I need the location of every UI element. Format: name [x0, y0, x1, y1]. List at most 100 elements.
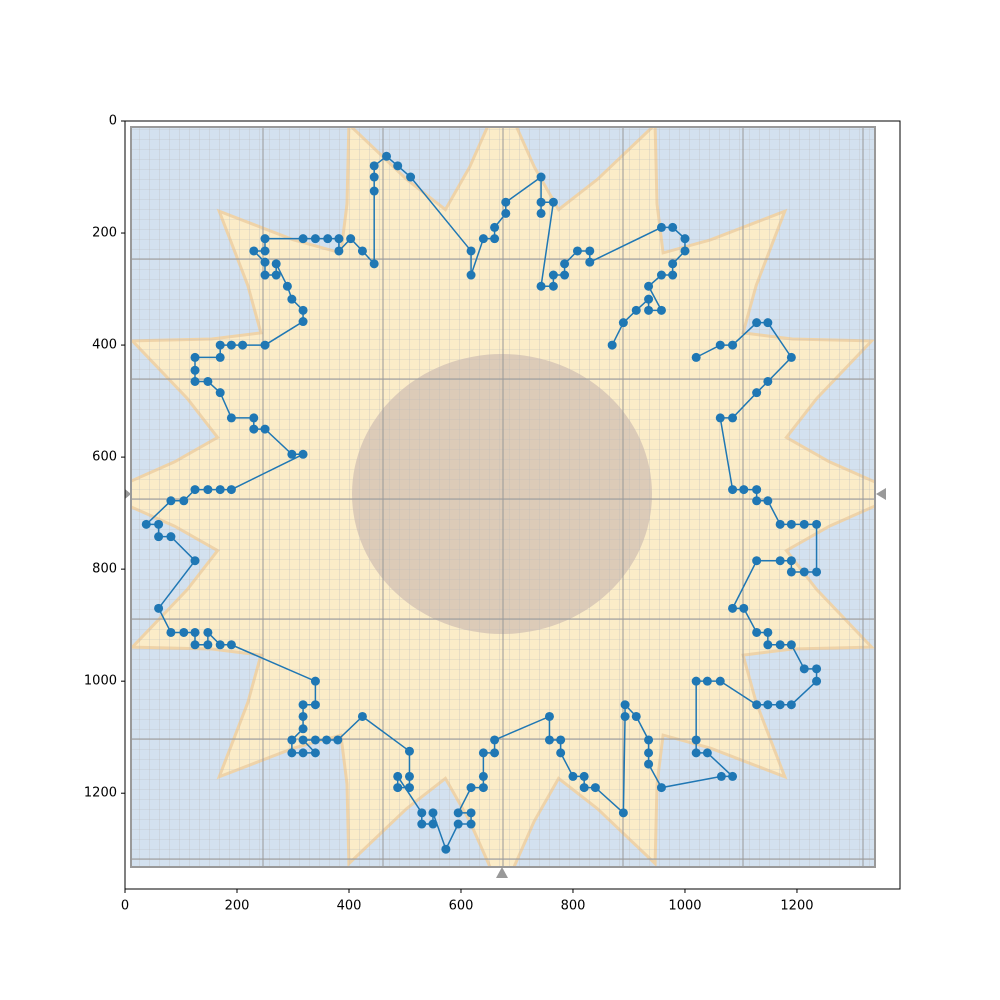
- data-point: [203, 485, 213, 495]
- data-point: [579, 783, 589, 793]
- data-point: [644, 294, 654, 304]
- data-point: [668, 270, 678, 280]
- data-point: [287, 735, 297, 745]
- data-point: [691, 676, 701, 686]
- data-point: [369, 259, 379, 269]
- data-point: [656, 270, 666, 280]
- data-point: [190, 365, 200, 375]
- data-point: [190, 556, 200, 566]
- data-point: [141, 519, 151, 529]
- data-point: [466, 808, 476, 818]
- data-point: [260, 340, 270, 350]
- data-point: [466, 246, 476, 256]
- data-point: [799, 664, 809, 674]
- data-point: [215, 388, 225, 398]
- data-point: [763, 700, 773, 710]
- data-point: [775, 640, 785, 650]
- center-marker: [876, 488, 886, 500]
- data-point: [203, 640, 213, 650]
- data-point: [752, 318, 762, 328]
- data-point: [190, 352, 200, 362]
- data-point: [322, 735, 332, 745]
- data-point: [226, 340, 236, 350]
- data-point: [702, 748, 712, 758]
- data-point: [179, 627, 189, 637]
- data-point: [702, 676, 712, 686]
- y-tick-label: 800: [92, 562, 117, 577]
- data-point: [579, 771, 589, 781]
- x-tick-label: 0: [121, 899, 129, 914]
- data-point: [215, 485, 225, 495]
- data-point: [728, 485, 738, 495]
- data-point: [607, 340, 617, 350]
- data-point: [298, 234, 308, 244]
- data-point: [752, 388, 762, 398]
- data-point: [428, 808, 438, 818]
- data-point: [536, 197, 546, 207]
- data-point: [271, 270, 281, 280]
- data-point: [478, 771, 488, 781]
- data-point: [715, 676, 725, 686]
- data-point: [310, 748, 320, 758]
- pattern-frame: [130, 126, 876, 868]
- data-point: [620, 700, 630, 710]
- data-point: [166, 627, 176, 637]
- data-point: [203, 376, 213, 386]
- data-point: [775, 556, 785, 566]
- data-point: [763, 376, 773, 386]
- data-point: [298, 724, 308, 734]
- data-point: [346, 234, 356, 244]
- data-point: [680, 234, 690, 244]
- data-point: [568, 771, 578, 781]
- data-point: [428, 819, 438, 829]
- data-point: [560, 259, 570, 269]
- data-point: [404, 771, 414, 781]
- data-point: [310, 700, 320, 710]
- data-point: [334, 246, 344, 256]
- data-point: [441, 844, 451, 854]
- data-point: [590, 783, 600, 793]
- data-point: [490, 735, 500, 745]
- data-point: [763, 496, 773, 506]
- data-point: [369, 161, 379, 171]
- data-point: [691, 748, 701, 758]
- data-point: [739, 485, 749, 495]
- data-point: [728, 603, 738, 613]
- data-point: [618, 808, 628, 818]
- y-tick-label: 1000: [84, 674, 117, 689]
- data-point: [799, 567, 809, 577]
- data-point: [466, 270, 476, 280]
- data-point: [334, 234, 344, 244]
- data-point: [786, 567, 796, 577]
- data-point: [417, 808, 427, 818]
- data-point: [260, 246, 270, 256]
- y-tick-label: 600: [92, 450, 117, 465]
- data-point: [752, 485, 762, 495]
- data-point: [812, 519, 822, 529]
- data-point: [310, 234, 320, 244]
- x-tick-label: 600: [449, 899, 474, 914]
- data-point: [644, 748, 654, 758]
- data-point: [548, 281, 558, 291]
- data-point: [226, 485, 236, 495]
- data-point: [215, 340, 225, 350]
- data-point: [190, 640, 200, 650]
- data-point: [404, 746, 414, 756]
- data-point: [215, 640, 225, 650]
- data-point: [680, 246, 690, 256]
- data-point: [226, 413, 236, 423]
- data-point: [548, 197, 558, 207]
- data-point: [799, 519, 809, 529]
- data-point: [298, 711, 308, 721]
- data-point: [656, 222, 666, 232]
- data-point: [260, 424, 270, 434]
- data-point: [166, 496, 176, 506]
- data-point: [287, 294, 297, 304]
- data-point: [154, 532, 164, 542]
- x-tick-label: 1000: [668, 899, 701, 914]
- center-marker: [125, 489, 131, 499]
- data-point: [190, 376, 200, 386]
- data-point: [333, 735, 343, 745]
- data-point: [417, 819, 427, 829]
